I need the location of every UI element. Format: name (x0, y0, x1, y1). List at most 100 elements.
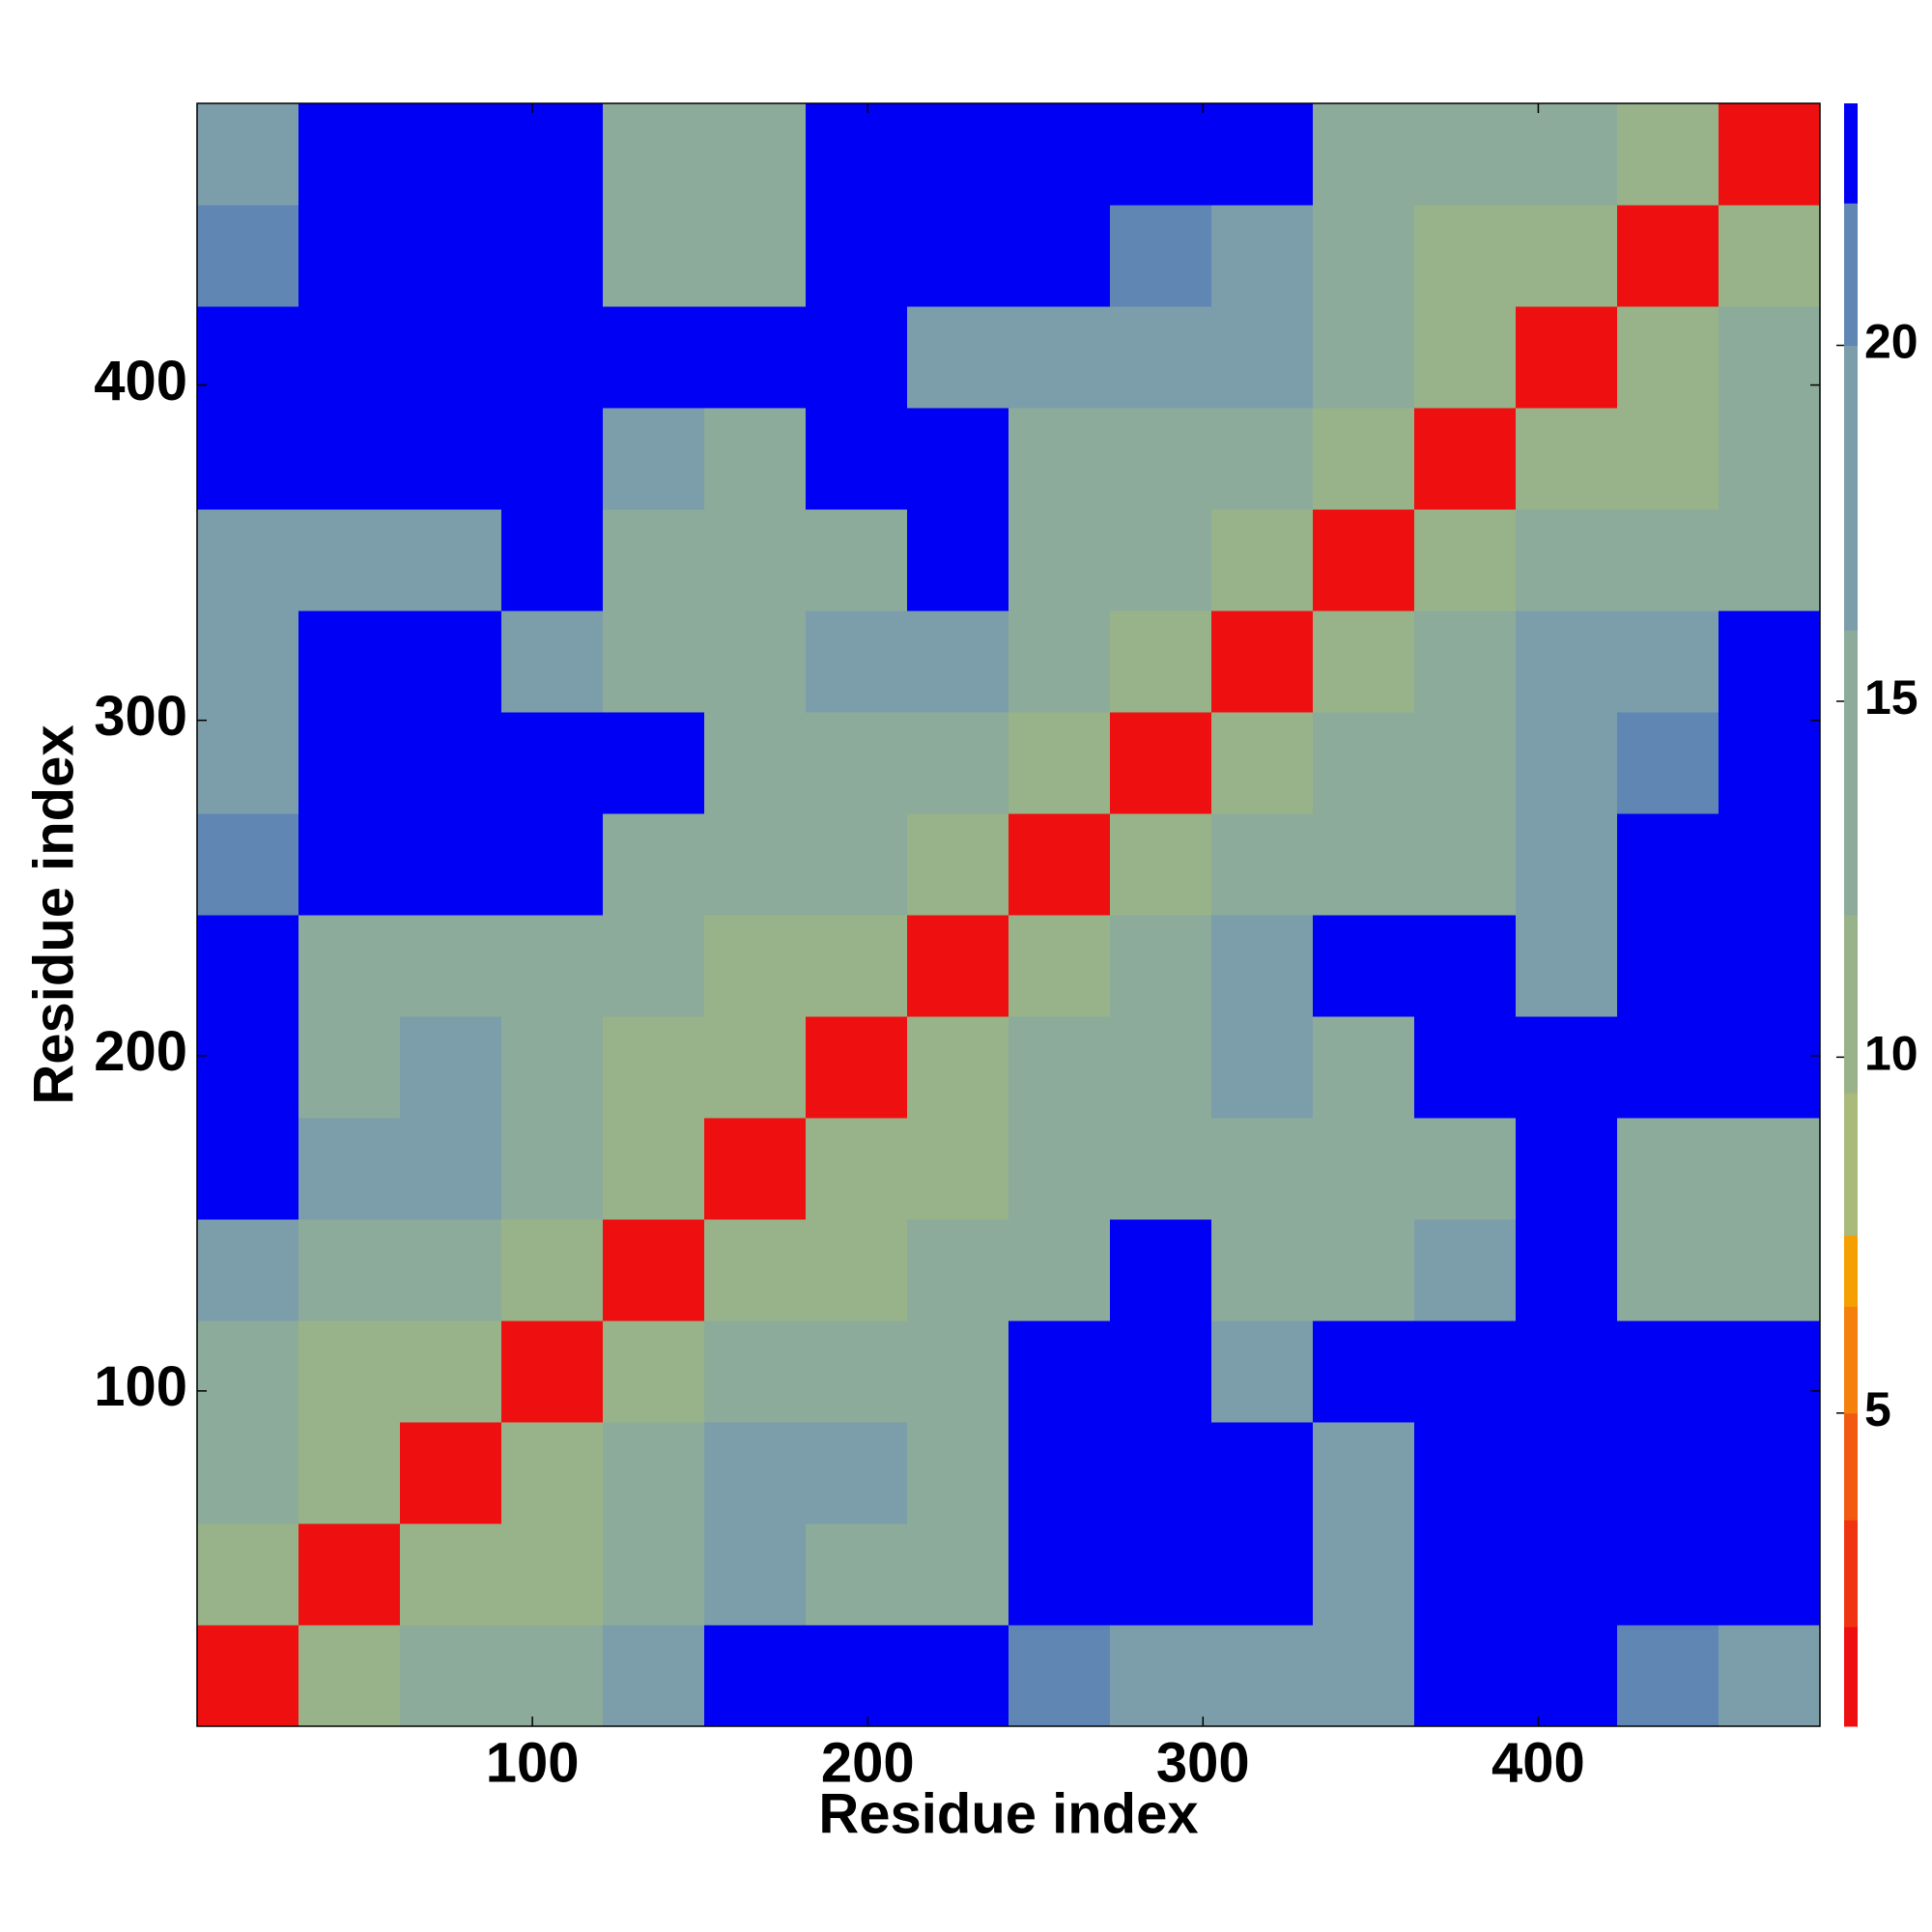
y-tick-label: 100 (94, 1355, 187, 1418)
heatmap-cell (907, 408, 1009, 510)
heatmap-cell (907, 509, 1009, 611)
heatmap-cell (1414, 813, 1517, 916)
heatmap-cell (907, 712, 1009, 814)
heatmap-cell (1719, 1625, 1821, 1727)
colorbar-segment (1844, 1412, 1858, 1520)
heatmap-cell (704, 915, 807, 1017)
heatmap-cell (1313, 1016, 1415, 1119)
heatmap-cell (1211, 1321, 1314, 1423)
colorbar-segment (1844, 630, 1858, 916)
heatmap-cell (704, 103, 807, 206)
heatmap-cell (1009, 611, 1111, 713)
heatmap-cell (1516, 1016, 1618, 1119)
colorbar-tick-label: 20 (1864, 315, 1918, 369)
heatmap-cell (1313, 306, 1415, 409)
heatmap-cell (603, 915, 705, 1017)
heatmap-cell (1719, 611, 1821, 713)
heatmap-cell (1719, 205, 1821, 307)
heatmap-cell (603, 509, 705, 611)
heatmap-cell (1211, 712, 1314, 814)
y-tick-label: 400 (94, 350, 187, 412)
heatmap-cell (907, 611, 1009, 713)
heatmap-cell (1009, 1523, 1111, 1626)
heatmap-cell (1313, 103, 1415, 206)
heatmap-cell (501, 1321, 604, 1423)
heatmap-cell (907, 1016, 1009, 1119)
heatmap-cell (603, 205, 705, 307)
heatmap-cell (1211, 1118, 1314, 1220)
heatmap-cell (197, 509, 299, 611)
heatmap-cell (298, 509, 401, 611)
heatmap-cell (1516, 1625, 1618, 1727)
heatmap-cell (603, 813, 705, 916)
heatmap-cell (1617, 813, 1719, 916)
heatmap-cell (1211, 103, 1314, 206)
heatmap-cell (400, 611, 502, 713)
heatmap-cell (1211, 813, 1314, 916)
heatmap-cell (806, 1523, 908, 1626)
heatmap-cell (704, 1625, 807, 1727)
heatmap-cell (1414, 408, 1517, 510)
heatmap-cell (1414, 1118, 1517, 1220)
heatmap-cell (1110, 408, 1212, 510)
heatmap-cell (298, 306, 401, 409)
heatmap-cell (1211, 1219, 1314, 1321)
heatmap-cell (1516, 103, 1618, 206)
heatmap-cell (704, 712, 807, 814)
heatmap-cell (197, 712, 299, 814)
heatmap-cell (400, 1321, 502, 1423)
heatmap-cell (1110, 611, 1212, 713)
heatmap-cell (806, 103, 908, 206)
heatmap-cell (1211, 611, 1314, 713)
heatmap-cell (501, 1219, 604, 1321)
heatmap-cell (1009, 1219, 1111, 1321)
heatmap-cell (1617, 1321, 1719, 1423)
heatmap-cell (1009, 915, 1111, 1017)
heatmap-cell (197, 813, 299, 916)
heatmap-cell (400, 509, 502, 611)
heatmap-cell (1617, 1219, 1719, 1321)
heatmap-cell (1414, 103, 1517, 206)
heatmap-cell (1211, 1625, 1314, 1727)
colorbar-segment (1844, 1235, 1858, 1307)
heatmap-cell (1009, 205, 1111, 307)
heatmap-cells (197, 103, 1821, 1727)
heatmap-cell (704, 1422, 807, 1524)
heatmap-cell (1516, 611, 1618, 713)
heatmap-cell (704, 611, 807, 713)
heatmap-cell (1110, 1118, 1212, 1220)
heatmap-cell (1516, 1118, 1618, 1220)
heatmap-cell (197, 205, 299, 307)
heatmap-cell (704, 1523, 807, 1626)
colorbar-segment (1844, 345, 1858, 631)
heatmap-cell (1009, 1118, 1111, 1220)
heatmap-cell (704, 1219, 807, 1321)
heatmap-cell (1719, 1321, 1821, 1423)
heatmap-cell (298, 1219, 401, 1321)
heatmap-cell (1414, 712, 1517, 814)
heatmap-cell (400, 1523, 502, 1626)
heatmap-cell (603, 306, 705, 409)
heatmap-cell (806, 915, 908, 1017)
heatmap-cell (501, 915, 604, 1017)
heatmap-cell (806, 1016, 908, 1119)
heatmap-cell (1617, 915, 1719, 1017)
heatmap-cell (400, 1625, 502, 1727)
heatmap-cell (1516, 1422, 1618, 1524)
heatmap-cell (1009, 408, 1111, 510)
heatmap-cell (1313, 1118, 1415, 1220)
heatmap-cell (907, 1523, 1009, 1626)
x-tick-label: 400 (1492, 1731, 1585, 1794)
heatmap-cell (704, 306, 807, 409)
heatmap-cell (298, 1321, 401, 1423)
heatmap-cell (1516, 306, 1618, 409)
heatmap-cell (197, 306, 299, 409)
heatmap-cell (806, 712, 908, 814)
heatmap-cell (1719, 1118, 1821, 1220)
heatmap-cell (603, 1625, 705, 1727)
heatmap-cell (400, 408, 502, 510)
heatmap-cell (806, 1321, 908, 1423)
heatmap-cell (1719, 1219, 1821, 1321)
heatmap-cell (704, 205, 807, 307)
heatmap-cell (298, 1625, 401, 1727)
